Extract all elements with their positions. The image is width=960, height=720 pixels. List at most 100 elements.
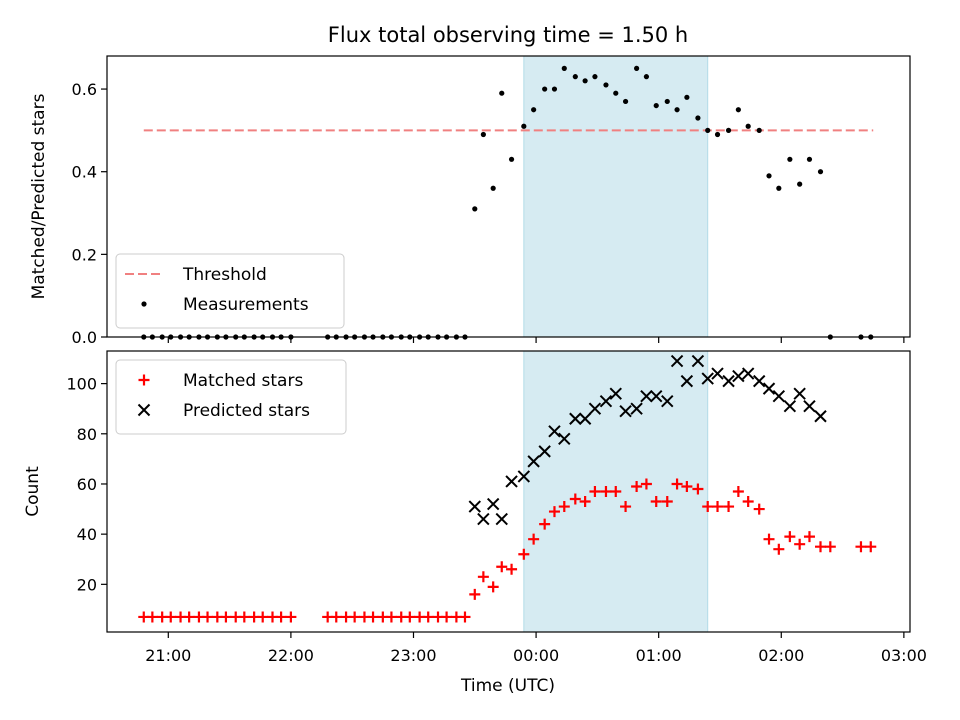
measurement-point <box>745 123 751 129</box>
series-matched-stars <box>138 478 877 623</box>
measurement-point <box>542 86 548 92</box>
matched-star-point <box>202 611 214 623</box>
matched-star-point <box>441 611 453 623</box>
matched-star-point <box>650 496 662 508</box>
predicted-star-point <box>558 432 571 446</box>
matched-star-point <box>600 486 612 497</box>
matched-star-point <box>220 611 232 623</box>
x-tick-label: 23:00 <box>390 646 436 665</box>
predicted-star-point <box>711 367 724 380</box>
matched-star-point <box>404 611 416 623</box>
measurement-point <box>582 78 588 84</box>
y-tick-label: 60 <box>77 475 97 494</box>
legend-marker-measurements <box>141 301 147 307</box>
measurement-point <box>725 127 732 133</box>
measurement-point <box>521 123 527 129</box>
predicted-star-point <box>722 374 735 388</box>
y-tick-label: 80 <box>77 425 97 444</box>
y-tick-label: 100 <box>66 375 97 394</box>
matched-star-point <box>459 611 471 623</box>
matched-star-point <box>183 611 195 623</box>
axes-frame <box>106 55 911 338</box>
legend: Matched stars Predicted stars <box>115 359 347 435</box>
matched-star-point <box>518 548 530 560</box>
measurement-point <box>531 107 537 113</box>
matched-star-point <box>238 611 250 623</box>
legend-box <box>115 359 347 435</box>
bottom-panel: 20 40 60 80 100 21:00 22:00 23:00 00:00 01:00 02:0… <box>23 350 927 696</box>
y-tick-label: 20 <box>77 575 97 594</box>
legend-label: Predicted stars <box>183 401 310 421</box>
matched-star-point <box>723 501 735 513</box>
measurement-point <box>508 156 515 162</box>
predicted-star-point <box>793 387 806 400</box>
y-tick-label: 40 <box>77 525 97 544</box>
matched-star-point <box>146 611 158 623</box>
y-tick-label: 0.4 <box>72 163 97 182</box>
predicted-star-point <box>691 354 705 368</box>
matched-star-point <box>469 588 481 600</box>
predicted-star-point <box>732 369 745 383</box>
matched-star-point <box>285 611 297 623</box>
x-tick-label: 22:00 <box>268 646 314 665</box>
matched-star-point <box>422 611 434 623</box>
measurement-point <box>551 86 558 92</box>
legend-label: Matched stars <box>183 371 303 391</box>
predicted-star-point <box>538 445 551 458</box>
matched-star-point <box>569 493 581 505</box>
predicted-star-point <box>701 372 714 385</box>
matched-star-point <box>661 496 673 508</box>
matched-star-point <box>330 611 342 623</box>
legend-box <box>115 253 345 329</box>
x-tick-label: 03:00 <box>881 646 927 665</box>
measurement-point <box>653 102 659 109</box>
matched-star-point <box>589 486 601 497</box>
legend-label: Threshold <box>182 265 267 285</box>
measurement-point <box>817 169 824 175</box>
matched-star-point <box>742 496 754 508</box>
matched-star-point <box>753 503 765 515</box>
matched-star-point <box>803 531 815 543</box>
x-axis-label: Time (UTC) <box>460 676 555 696</box>
measurement-point <box>592 74 598 80</box>
predicted-star-point <box>753 374 766 388</box>
matched-star-point <box>487 581 499 593</box>
measurement-point <box>705 127 711 133</box>
measurement-point <box>499 90 505 96</box>
matched-star-point <box>640 478 652 490</box>
matched-star-point <box>477 571 489 583</box>
matched-star-point <box>865 541 877 553</box>
x-tick-label: 01:00 <box>636 646 682 665</box>
measurement-point <box>490 185 496 191</box>
predicted-star-point <box>630 402 643 415</box>
legend: Threshold Measurements <box>115 253 345 329</box>
predicted-star-point <box>569 412 582 425</box>
measurement-point <box>674 107 680 113</box>
predicted-star-point <box>803 399 816 413</box>
observing-window-span <box>523 55 709 338</box>
y-tick-label: 0.6 <box>72 80 97 99</box>
measurement-point <box>603 82 609 88</box>
predicted-star-point <box>578 412 592 425</box>
predicted-star-point <box>772 389 786 403</box>
measurement-point <box>735 107 741 113</box>
predicted-star-point <box>599 394 613 408</box>
matched-star-point <box>794 538 806 550</box>
predicted-star-point <box>548 425 561 438</box>
matched-star-point <box>275 611 287 623</box>
top-y-axis-label: Matched/Predicted stars <box>29 93 49 299</box>
measurement-point <box>664 98 670 105</box>
measurement-point <box>613 90 619 96</box>
matched-star-point <box>702 501 714 513</box>
measurement-point <box>480 131 486 138</box>
measurement-point <box>572 74 578 80</box>
measurement-point <box>806 156 813 162</box>
matched-star-point <box>732 486 744 497</box>
x-tick-label: 21:00 <box>145 646 191 665</box>
matched-star-point <box>620 501 632 513</box>
matched-star-point <box>692 483 704 495</box>
predicted-star-point <box>640 389 653 403</box>
matched-star-point <box>385 611 397 623</box>
matched-star-point <box>165 611 177 623</box>
